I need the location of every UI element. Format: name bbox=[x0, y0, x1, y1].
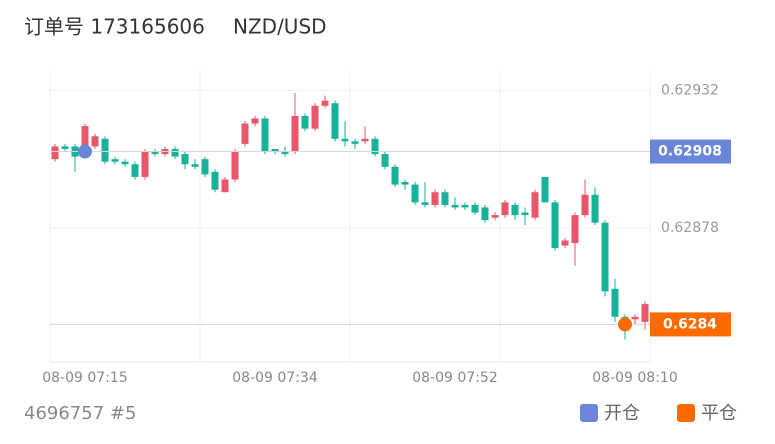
x-tick-label: 08-09 07:52 bbox=[412, 370, 497, 386]
candle-body bbox=[141, 151, 149, 177]
candle-body bbox=[581, 194, 589, 216]
candle-body bbox=[131, 164, 139, 177]
candle-body bbox=[421, 202, 429, 205]
legend-label: 平仓 bbox=[701, 403, 737, 424]
legend-label: 开仓 bbox=[604, 403, 640, 424]
candle-body bbox=[281, 151, 289, 155]
candle-body bbox=[461, 204, 469, 208]
candle-body bbox=[121, 161, 129, 165]
candle-body bbox=[541, 176, 549, 203]
legend-swatch bbox=[677, 404, 695, 422]
candle-body bbox=[301, 115, 309, 129]
candle-body bbox=[611, 288, 619, 317]
x-tick-label: 08-09 07:34 bbox=[232, 370, 318, 386]
candle-body bbox=[261, 118, 269, 152]
candle-body bbox=[221, 179, 229, 193]
candle-body bbox=[411, 184, 419, 203]
chart-title: 订单号 173165606 bbox=[24, 15, 205, 39]
legend-swatch bbox=[580, 404, 598, 422]
candle-body bbox=[631, 316, 639, 320]
candle-body bbox=[241, 123, 249, 144]
candle-body bbox=[361, 138, 369, 142]
candle-body bbox=[401, 182, 409, 185]
candle-body bbox=[641, 304, 649, 322]
candle-body bbox=[341, 138, 349, 142]
candle-body bbox=[601, 222, 609, 292]
candle-body bbox=[551, 202, 559, 249]
candle-body bbox=[391, 166, 399, 185]
candle-body bbox=[291, 115, 299, 152]
candle-body bbox=[211, 171, 219, 190]
candle-body bbox=[511, 204, 519, 216]
candle-body bbox=[371, 138, 379, 155]
candle-body bbox=[591, 194, 599, 223]
candle-body bbox=[321, 100, 329, 106]
price-tag bbox=[650, 139, 731, 164]
candle-body bbox=[571, 215, 579, 244]
y-tick-label: 0.62878 bbox=[661, 220, 719, 236]
candle-body bbox=[561, 240, 569, 246]
x-tick-label: 08-09 08:10 bbox=[592, 370, 677, 386]
candle-body bbox=[191, 164, 199, 167]
chart-subtitle: NZD/USD bbox=[233, 15, 327, 39]
candle-body bbox=[271, 148, 279, 152]
candle-body bbox=[101, 138, 109, 162]
candle-body bbox=[531, 192, 539, 218]
candle-body bbox=[111, 159, 119, 162]
candle-body bbox=[431, 192, 439, 205]
candle-body bbox=[481, 207, 489, 221]
footer: 4696757 #5 bbox=[24, 403, 136, 424]
candle-body bbox=[521, 212, 529, 216]
candle-body bbox=[451, 204, 459, 208]
candle-body bbox=[471, 204, 479, 213]
candle-body bbox=[151, 151, 159, 155]
y-tick-label: 0.62932 bbox=[661, 83, 719, 99]
candle-body bbox=[311, 105, 319, 129]
vertical-grid bbox=[49, 70, 651, 362]
candle-body bbox=[81, 126, 89, 147]
candle-body bbox=[331, 103, 339, 139]
candle-body bbox=[61, 146, 69, 149]
price-tag-label: 0.62908 bbox=[658, 144, 722, 160]
trade-marker bbox=[618, 317, 632, 332]
price-tag-label: 0.6284 bbox=[663, 316, 717, 332]
candle-body bbox=[491, 215, 499, 218]
price-tag bbox=[650, 312, 731, 337]
candle-body bbox=[501, 202, 509, 216]
candle-body bbox=[441, 192, 449, 205]
candle-body bbox=[171, 148, 179, 157]
candle-body bbox=[201, 159, 209, 175]
candle-body bbox=[181, 154, 189, 165]
candle-body bbox=[91, 136, 99, 147]
candle-body bbox=[231, 151, 239, 180]
candle-body bbox=[381, 154, 389, 167]
x-tick-label: 08-09 07:15 bbox=[42, 370, 127, 386]
candle-body bbox=[51, 146, 59, 160]
candle-body bbox=[251, 118, 259, 124]
trade-marker bbox=[78, 144, 92, 159]
candle-body bbox=[351, 141, 359, 144]
